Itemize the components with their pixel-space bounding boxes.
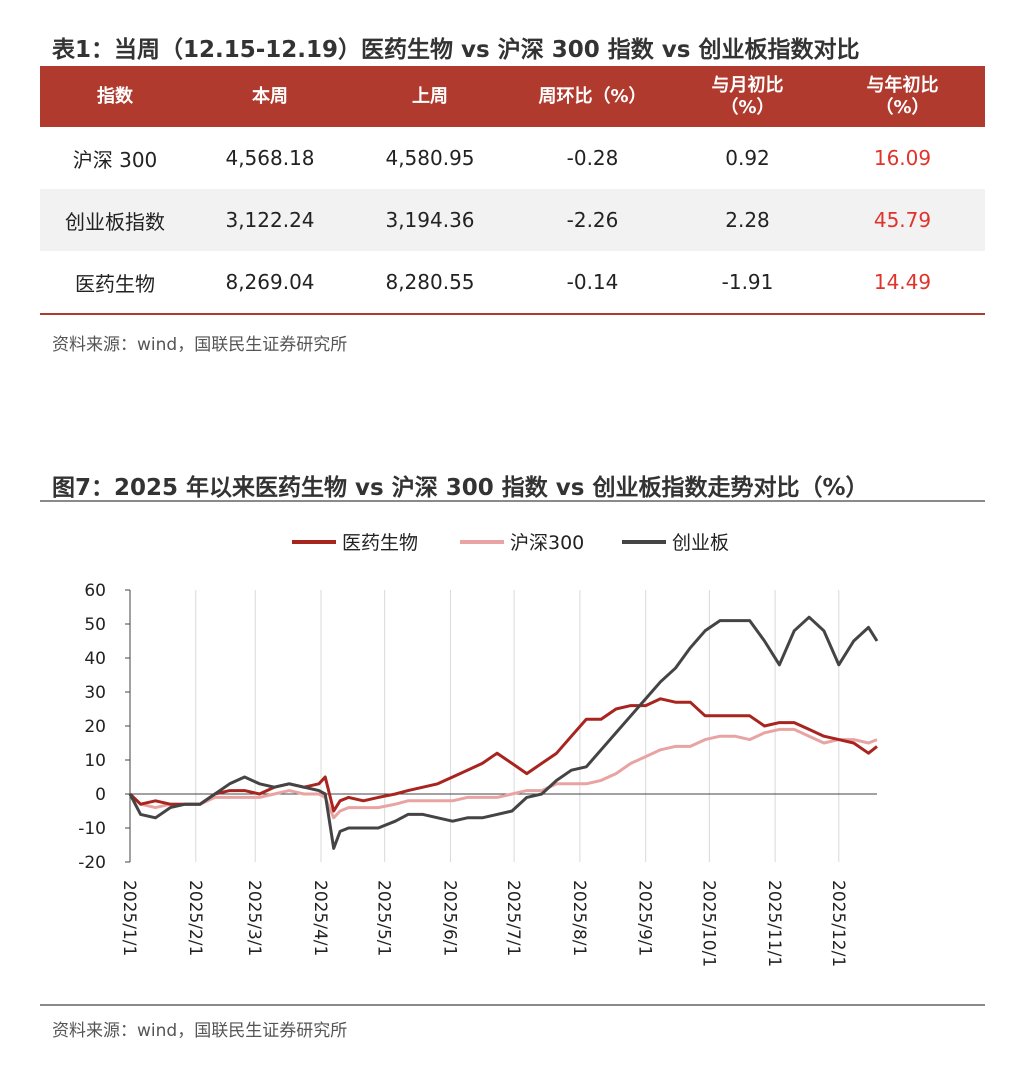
x-tick-label: 2025/3/1 bbox=[244, 880, 264, 956]
table-cell: 45.79 bbox=[820, 189, 985, 251]
legend-label: 创业板 bbox=[672, 532, 729, 554]
legend-label: 沪深300 bbox=[510, 532, 584, 554]
table-cell: 14.49 bbox=[820, 251, 985, 315]
table-cell: 0.92 bbox=[725, 146, 770, 170]
header-cell: 与年初比 （%） bbox=[820, 66, 985, 127]
table-cell: 3,122.24 bbox=[190, 189, 350, 251]
header-cell: 周环比（%） bbox=[510, 66, 675, 127]
x-tick-label: 2025/11/1 bbox=[764, 880, 784, 967]
x-tick-label: 2025/5/1 bbox=[374, 880, 394, 956]
table-cell: 4,568.18 bbox=[225, 146, 315, 170]
y-tick-label: 10 bbox=[84, 751, 106, 771]
y-tick-label: 60 bbox=[84, 581, 106, 601]
table-row: 沪深 300 4,568.18 4,580.95 -0.28 0.92 16.09 bbox=[40, 127, 985, 189]
table-cell: 沪深 300 bbox=[72, 147, 158, 172]
x-tick-label: 2025/2/1 bbox=[185, 880, 205, 956]
x-tick-label: 2025/4/1 bbox=[310, 880, 330, 956]
table-row: 医药生物 8,269.04 8,280.55 -0.14 -1.91 14.49 bbox=[40, 251, 985, 315]
table-cell: 8,269.04 bbox=[190, 251, 350, 315]
table-cell: 创业板指数 bbox=[40, 189, 190, 251]
table-cell: 4,580.95 bbox=[385, 146, 475, 170]
table-row: 创业板指数 3,122.24 3,194.36 -2.26 2.28 45.79 bbox=[40, 189, 985, 251]
x-tick-label: 2025/6/1 bbox=[439, 880, 459, 956]
series-line-2 bbox=[128, 615, 879, 850]
x-tick-label: 2025/12/1 bbox=[828, 880, 848, 967]
y-tick-label: 50 bbox=[84, 615, 106, 635]
header-cell: 本周 bbox=[190, 66, 350, 127]
table-cell: 8,280.55 bbox=[350, 251, 510, 315]
y-tick-label: -10 bbox=[78, 819, 106, 839]
y-tick-label: -20 bbox=[78, 853, 106, 873]
table-body: 沪深 300 4,568.18 4,580.95 -0.28 0.92 16.09 创业板指… bbox=[40, 127, 985, 315]
x-tick-label: 2025/1/1 bbox=[119, 880, 139, 956]
header-cell: 指数 bbox=[40, 66, 190, 127]
table-source: 资料来源：wind，国联民生证券研究所 bbox=[52, 335, 348, 355]
chart-source: 资料来源：wind，国联民生证券研究所 bbox=[52, 1021, 348, 1041]
table-cell: -0.28 bbox=[566, 146, 619, 170]
header-cell: 与月初比 （%） bbox=[675, 66, 820, 127]
chart-title: 图7：2025 年以来医药生物 vs 沪深 300 指数 vs 创业板指数走势对… bbox=[52, 475, 869, 501]
legend-label: 医药生物 bbox=[342, 532, 418, 554]
table-title: 表1：当周（12.15-12.19）医药生物 vs 沪深 300 指数 vs 创… bbox=[52, 37, 860, 63]
table-cell: -2.26 bbox=[510, 189, 675, 251]
index-comparison-table: 指数 本周 上周 周环比（%） 与月初比 （%） 与年初比 （%） 沪深 300 4,… bbox=[40, 66, 985, 315]
table-cell: -1.91 bbox=[675, 251, 820, 315]
series-line-0 bbox=[128, 697, 878, 813]
chart-top-rule bbox=[40, 500, 985, 502]
series-line-1 bbox=[128, 727, 878, 820]
header-cell: 上周 bbox=[350, 66, 510, 127]
table-cell: 2.28 bbox=[675, 189, 820, 251]
table-cell: 3,194.36 bbox=[350, 189, 510, 251]
y-tick-label: 20 bbox=[84, 717, 106, 737]
y-tick-label: 40 bbox=[84, 649, 106, 669]
y-tick-label: 30 bbox=[84, 683, 106, 703]
table-cell: -0.14 bbox=[510, 251, 675, 315]
x-tick-label: 2025/9/1 bbox=[635, 880, 655, 956]
y-tick-label: 0 bbox=[95, 785, 106, 805]
x-tick-label: 2025/7/1 bbox=[503, 880, 523, 956]
table-cell: 16.09 bbox=[873, 146, 932, 170]
chart-bottom-rule bbox=[40, 1004, 985, 1006]
x-tick-label: 2025/8/1 bbox=[569, 880, 589, 956]
table-cell: 医药生物 bbox=[40, 251, 190, 315]
x-tick-label: 2025/10/1 bbox=[698, 880, 718, 967]
table-header-row: 指数 本周 上周 周环比（%） 与月初比 （%） 与年初比 （%） bbox=[40, 66, 985, 127]
